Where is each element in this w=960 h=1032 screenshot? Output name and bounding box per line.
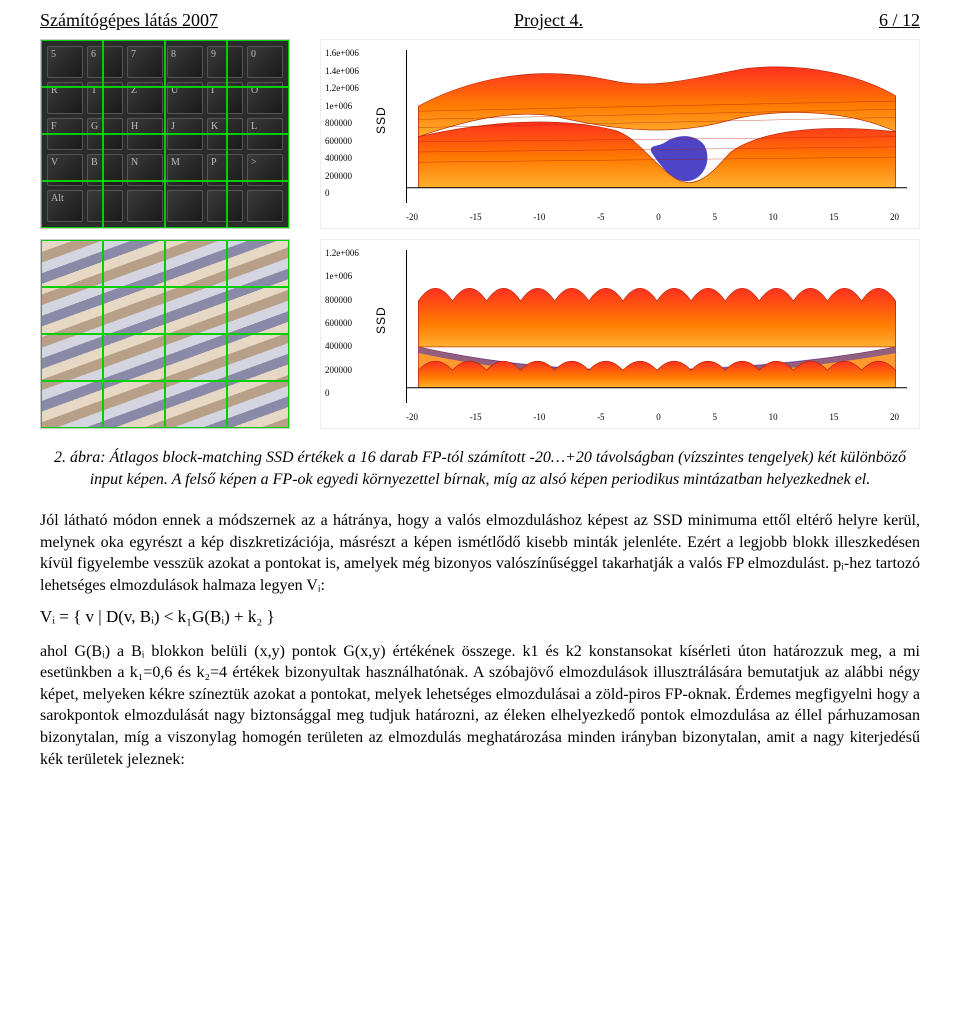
figure-caption: 2. ábra: Átlagos block-matching SSD érté… xyxy=(40,447,920,490)
surface-svg-top xyxy=(407,50,907,203)
ssd-axis-label: SSD xyxy=(374,306,388,334)
header-left: Számítógépes látás 2007 xyxy=(40,10,218,31)
paragraph-2: ahol G(Bᵢ) a Bᵢ blokkon belüli (x,y) pon… xyxy=(40,641,920,771)
keyboard-image: 567890RTZUIOFGHJKLVBNMP>Alt xyxy=(40,39,290,229)
formula: Vᵢ = { v | D(v, Bᵢ) < k₁G(Bᵢ) + k₂ } xyxy=(40,607,920,627)
ssd-axis-label: SSD xyxy=(374,106,388,134)
page-header: Számítógépes látás 2007 Project 4. 6 / 1… xyxy=(40,10,920,31)
caption-label: 2. ábra: xyxy=(54,449,106,466)
paragraph-1: Jól látható módon ennek a módszernek az … xyxy=(40,510,920,596)
ssd-surface-stripes: 1.2e+0061e+0068000006000004000002000000 … xyxy=(320,239,920,429)
figure-row-top: 567890RTZUIOFGHJKLVBNMP>Alt 1.6e+0061.4e… xyxy=(40,39,920,229)
surface-svg-bottom xyxy=(407,250,907,403)
ssd-surface-keyboard: 1.6e+0061.4e+0061.2e+0061e+0068000006000… xyxy=(320,39,920,229)
header-right: 6 / 12 xyxy=(879,10,920,31)
caption-text: Átlagos block-matching SSD értékek a 16 … xyxy=(90,449,906,488)
stripes-image xyxy=(40,239,290,429)
figure-row-bottom: 1.2e+0061e+0068000006000004000002000000 … xyxy=(40,239,920,429)
header-center: Project 4. xyxy=(514,10,583,31)
